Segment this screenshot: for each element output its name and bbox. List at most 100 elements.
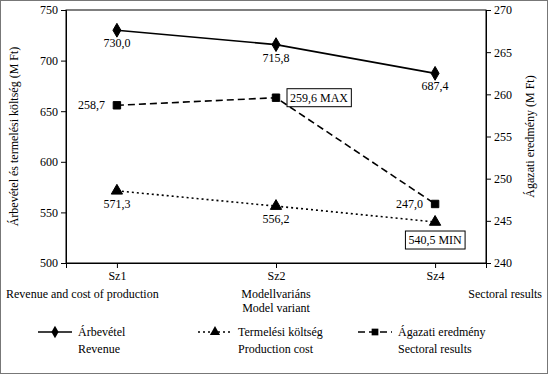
- y-axis-tick: 650: [40, 105, 66, 119]
- data-label: 540,5 MIN: [408, 233, 462, 247]
- y2-axis-tick: 260: [486, 88, 512, 102]
- y2-axis-tick-label: 245: [494, 214, 512, 228]
- x-axis-tick: Sz2: [268, 263, 286, 283]
- x-axis-tick-label: Sz1: [108, 269, 126, 283]
- y-axis-tick-mark: [61, 10, 66, 11]
- y2-axis-tick-label: 260: [494, 88, 512, 102]
- y-axis-tick: 500: [40, 256, 66, 270]
- y2-axis-title: Ágazati eredmény (M Ft): [523, 75, 537, 197]
- legend-label-en: Sectoral results: [398, 342, 472, 356]
- y2-axis-tick-mark: [486, 221, 491, 222]
- x-axis-tick: Sz1: [108, 263, 126, 283]
- chart-svg: Sz1Sz2Sz45005506006507007502402452502552…: [0, 0, 548, 374]
- series-line: [117, 98, 435, 204]
- x-axis-tick-label: Sz2: [268, 269, 286, 283]
- y2-axis-tick: 250: [486, 172, 512, 186]
- y2-axis-tick-label: 240: [494, 256, 512, 270]
- plot-frame: [66, 10, 486, 263]
- y-axis-tick: 550: [40, 206, 66, 220]
- series-marker: [111, 184, 122, 194]
- y2-axis-tick-label: 255: [494, 130, 512, 144]
- legend-marker: [210, 326, 220, 335]
- y-axis-tick: 600: [40, 155, 66, 169]
- series-marker: [429, 216, 440, 226]
- y2-axis-tick-mark: [486, 179, 491, 180]
- x-axis: Sz1 Sz2 Sz4: [67, 263, 487, 283]
- y-axis-title: Árbevétel és termelési költség (M Ft): [7, 47, 21, 227]
- data-label: 571,3: [103, 197, 130, 211]
- legend-item: Árbevétel Revenue: [38, 325, 126, 356]
- series-line: [117, 30, 435, 73]
- y-axis-tick-label: 600: [40, 155, 58, 169]
- legend-label-en: Revenue: [78, 342, 120, 356]
- y-axis-tick: 700: [40, 54, 66, 68]
- y2-axis-line: [487, 11, 492, 264]
- plot-area: [111, 23, 440, 225]
- y-axis-tick-mark: [61, 61, 66, 62]
- legend-marker: [372, 329, 379, 336]
- data-label: 730,0: [103, 36, 130, 50]
- data-label: 556,2: [263, 212, 290, 226]
- data-label: 715,8: [263, 51, 290, 65]
- x-axis-tick-mark: [117, 263, 118, 268]
- y2-axis-tick-label: 250: [494, 172, 512, 186]
- y-axis-tick-mark: [61, 212, 66, 213]
- legend-marker: [51, 326, 58, 338]
- y-axis-tick: 750: [40, 3, 66, 17]
- y-axis: 500 550 600 650 700 750: [40, 3, 67, 270]
- legend-label-en: Production cost: [238, 342, 314, 356]
- y2-axis-tick: 265: [486, 46, 512, 60]
- x-axis-title-en: Model variant: [242, 301, 310, 315]
- y-axis-tick-mark: [61, 111, 66, 112]
- legend: Árbevétel Revenue Termelési költség Product…: [38, 325, 486, 356]
- y2-axis: 240 245 250 255 260 265 270: [486, 3, 512, 270]
- y-axis-tick-label: 500: [40, 256, 58, 270]
- y2-axis-tick-mark: [486, 263, 491, 264]
- series-marker: [113, 23, 121, 37]
- y2-axis-tick-mark: [486, 94, 491, 95]
- y-axis-tick-label: 550: [40, 206, 58, 220]
- data-label: 258,7: [78, 98, 105, 112]
- y2-axis-tick-mark: [486, 52, 491, 53]
- chart-container: Sz1Sz2Sz45005506006507007502402452502552…: [0, 0, 548, 374]
- y2-axis-tick: 245: [486, 214, 512, 228]
- y2-axis-tick-label: 265: [494, 46, 512, 60]
- y-axis-line: [61, 11, 67, 264]
- y-axis-tick-label: 750: [40, 3, 58, 17]
- y-axis-title-en: Revenue and cost of production: [6, 287, 159, 301]
- x-axis-tick-mark: [435, 263, 436, 268]
- y2-axis-tick-mark: [486, 137, 491, 138]
- x-axis-title: Modellvariáns: [241, 287, 311, 301]
- x-axis-tick-mark: [276, 263, 277, 268]
- series-marker: [272, 94, 279, 101]
- y2-axis-tick: 240: [486, 256, 512, 270]
- y2-axis-tick-label: 270: [494, 3, 512, 17]
- label-box: [287, 89, 351, 107]
- y-axis-tick-label: 700: [40, 54, 58, 68]
- y2-axis-tick-mark: [486, 10, 491, 11]
- y2-axis-tick: 255: [486, 130, 512, 144]
- data-label: 259,6 MAX: [290, 91, 348, 105]
- y-axis-tick-label: 650: [40, 105, 58, 119]
- y-axis-tick-mark: [61, 263, 66, 264]
- legend-item: Termelési költség Production cost: [198, 325, 323, 356]
- y2-axis-tick: 270: [486, 3, 512, 17]
- legend-item: Ágazati eredménySectoral results: [358, 325, 486, 356]
- label-box: [405, 231, 465, 249]
- y2-axis-title-en: Sectoral results: [468, 287, 542, 301]
- data-label: 687,4: [422, 79, 449, 93]
- series-marker: [113, 102, 120, 109]
- x-axis-tick: Sz4: [427, 263, 445, 283]
- y-axis-tick-mark: [61, 162, 66, 163]
- series-marker: [431, 200, 438, 207]
- x-axis-tick-label: Sz4: [427, 269, 445, 283]
- series-marker: [431, 66, 439, 80]
- x-axis-line: [67, 264, 487, 269]
- legend-label: Árbevétel: [78, 325, 126, 339]
- legend-label: Termelési költség: [238, 325, 323, 339]
- figure-border: [1, 1, 548, 374]
- data-labels: 730,0 715,8 687,4 571,3 556,2 540,5 MIN 258,7 2…: [78, 36, 465, 249]
- series-marker: [270, 200, 281, 210]
- data-label: 247,0: [396, 197, 423, 211]
- series-marker: [272, 38, 280, 52]
